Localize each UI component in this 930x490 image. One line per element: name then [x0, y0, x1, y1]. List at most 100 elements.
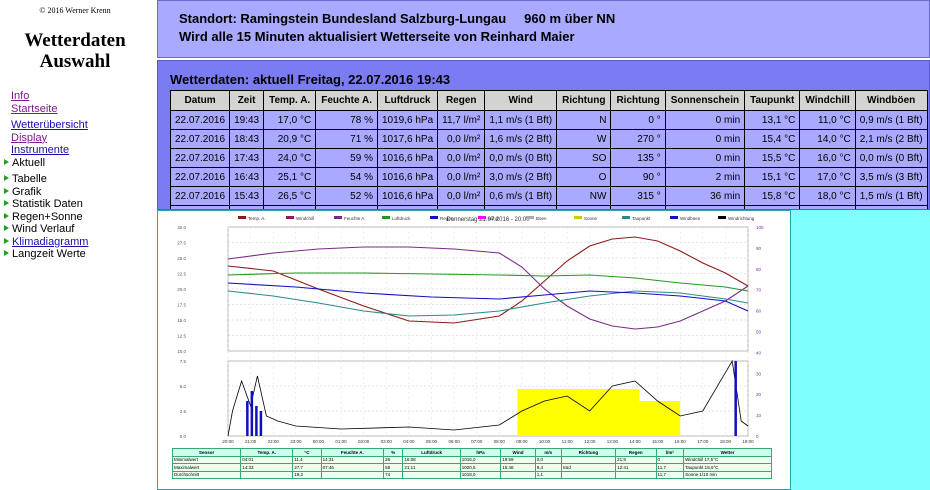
y-tick-label-right: 30	[756, 371, 762, 376]
legend-label: Böen	[536, 216, 547, 221]
nav-item-regen-sonne[interactable]: Regen+Sonne	[0, 211, 155, 224]
x-tick-label: 17:00	[697, 439, 709, 444]
chart-stats-cell: 12:41	[615, 463, 657, 472]
chart-stats-cell: 07:46	[320, 463, 385, 472]
y-tick-label: 17.5	[177, 303, 186, 308]
chart-stats-cell	[402, 470, 461, 479]
table-cell: SO	[556, 148, 612, 168]
nav-link-display[interactable]: Display	[11, 131, 48, 144]
table-cell: 15,1 °C	[744, 167, 801, 187]
header-frame: Standort: Ramingstein Bundesland Salzbur…	[157, 0, 930, 58]
legend-swatch	[430, 216, 438, 219]
table-row: 22.07.2016 18:43 20,9 °C 71 % 1017,6 hPa 0,0 …	[169, 129, 928, 149]
nav-label-langzeit[interactable]: Langzeit Werte	[12, 248, 86, 260]
table-cell: 14,0 °C	[799, 129, 856, 149]
y-tick-label: 30.0	[177, 225, 186, 230]
navigation-frame: © 2016 Werner Krenn Wetterdaten Auswahl …	[0, 0, 157, 490]
column-header: Wind	[484, 90, 558, 111]
chart-stats-cell: 1016,0	[459, 455, 502, 464]
y-tick-label: 7.5	[180, 359, 187, 364]
y-tick-label-right: 90	[756, 246, 762, 251]
sunshine-area	[517, 389, 640, 436]
nav-link-startseite[interactable]: Startseite	[11, 102, 58, 115]
nav-link-klimadiagramm[interactable]: Klimadiagramm	[12, 235, 89, 248]
nav-item-wetteruebersicht: Wetterübersicht	[0, 119, 155, 132]
wind-gust-bar	[250, 391, 254, 436]
column-header: Feuchte A.	[315, 90, 378, 111]
y-tick-label-right: 0	[756, 434, 759, 439]
table-cell: 0 min	[664, 110, 746, 130]
weather-chart-graphic: Donnerstag 21.07.2016 - 20:00 Temp. A. Win…	[177, 216, 764, 444]
arrow-right-icon	[4, 225, 9, 231]
table-cell: 18,0 °C	[799, 186, 856, 206]
table-cell: NW	[556, 186, 612, 206]
table-cell: 54 %	[315, 167, 378, 187]
nav-label-wind-verlauf[interactable]: Wind Verlauf	[12, 223, 75, 235]
x-tick-label: 14:00	[629, 439, 641, 444]
site-title-line1: Wetterdaten	[24, 30, 126, 51]
table-cell: 24,0 °C	[263, 148, 317, 168]
table-cell: 0,0 m/s (0 Bft)	[484, 148, 558, 168]
chart-stats-cell: 21:11	[402, 463, 461, 472]
table-cell: 52 %	[315, 186, 378, 206]
y-tick-label-right: 60	[756, 309, 762, 314]
legend-label: Regen	[440, 216, 454, 221]
table-cell: 0,9 m/s (1 Bft)	[854, 110, 928, 130]
chart-stats-cell	[500, 470, 536, 479]
sunshine-area	[639, 401, 681, 436]
y-tick-label: 15.0	[177, 318, 186, 323]
table-cell: 26,5 °C	[263, 186, 317, 206]
site-title-line2: Auswahl	[39, 51, 111, 72]
chart-stats-cell	[240, 470, 294, 479]
nav-label-grafik[interactable]: Grafik	[12, 185, 42, 198]
x-tick-label: 15:00	[652, 439, 664, 444]
table-cell: 18:43	[229, 129, 265, 149]
chart-stats-cell: 1020,5	[459, 463, 502, 472]
nav-list: Info Startseite Wetterübersicht Display …	[0, 90, 155, 261]
table-row: 22.07.2016 19:43 17,0 °C 78 % 1019,6 hPa 11,7…	[169, 110, 928, 130]
chart-stats-cell	[615, 470, 657, 479]
nav-item-grafik[interactable]: Grafik	[0, 186, 155, 199]
nav-link-info[interactable]: Info	[11, 90, 30, 102]
table-cell: 1,5 m/s (1 Bft)	[854, 186, 928, 206]
table-cell: N	[556, 110, 612, 130]
chart-stats-cell: 15:48	[500, 463, 536, 472]
nav-item-statistik[interactable]: Statistik Daten	[0, 198, 155, 211]
legend-label: Wind	[488, 216, 499, 221]
nav-item-tabelle[interactable]: Tabelle	[0, 173, 155, 186]
nav-label-tabelle[interactable]: Tabelle	[12, 173, 47, 185]
table-cell: 15,4 °C	[744, 129, 801, 149]
table-cell: 0,0 l/m²	[437, 186, 486, 206]
chart-stats-row: Maximalwert 14:33 27,7 07:46 59 21:11 1020,5 15…	[171, 463, 772, 472]
table-cell: 0,0 m/s (0 Bft)	[854, 148, 928, 168]
chart-stats-cell: 04:01	[240, 455, 294, 464]
chart-stats-cell: 1,1	[534, 470, 562, 479]
nav-link-wetteruebersicht[interactable]: Wetterübersicht	[11, 119, 88, 131]
nav-label-statistik[interactable]: Statistik Daten	[12, 198, 83, 210]
arrow-right-icon	[4, 250, 9, 256]
chart-stats-cell: 59	[383, 463, 404, 472]
y-tick-label: 27.5	[177, 241, 186, 246]
nav-link-instrumente[interactable]: Instrumente	[11, 144, 70, 156]
nav-label-regen-sonne[interactable]: Regen+Sonne	[12, 210, 83, 223]
table-cell: 0 min	[664, 129, 746, 149]
nav-item-aktuell: Aktuell	[0, 157, 155, 170]
nav-item-wind-verlauf[interactable]: Wind Verlauf	[0, 223, 155, 236]
table-cell: 3,5 m/s (3 Bft)	[854, 167, 928, 187]
chart-stats-cell: 27,7	[292, 463, 322, 472]
legend-swatch	[286, 216, 294, 219]
chart-stats-header-cell: Sensor	[171, 448, 242, 457]
copyright: © 2016 Werner Krenn	[39, 6, 111, 15]
nav-item-klimadiagramm: Klimadiagramm	[0, 236, 155, 249]
table-cell: 0,6 m/s (1 Bft)	[484, 186, 558, 206]
x-tick-label: 19:00	[742, 439, 754, 444]
table-cell: 17,0 °C	[799, 167, 856, 187]
chart-stats-cell: Minimalwert	[171, 455, 242, 464]
y-tick-label: 0.0	[180, 434, 187, 439]
table-cell: 225 °	[610, 205, 666, 209]
table-cell: 1,1 m/s (1 Bft)	[484, 110, 558, 130]
table-cell: 1016,6 hPa	[376, 167, 439, 187]
y-tick-label-right: 20	[756, 392, 762, 397]
nav-item-langzeit[interactable]: Langzeit Werte	[0, 248, 155, 261]
wind-speed-line	[227, 359, 749, 437]
